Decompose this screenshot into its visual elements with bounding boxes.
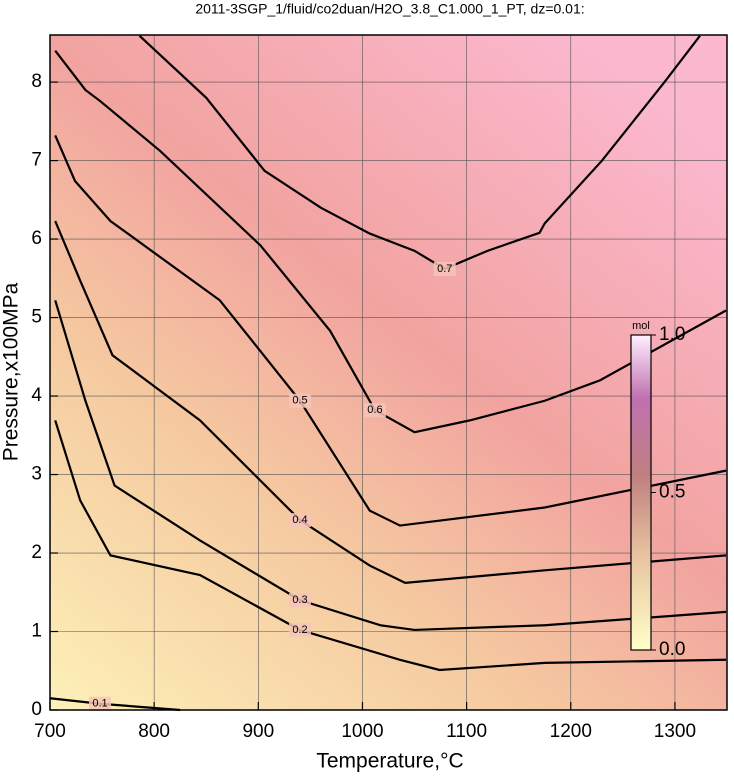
colorbar-label: mol (632, 320, 650, 332)
x-tick-label: 1200 (550, 721, 592, 742)
contour-label-bg (88, 696, 111, 711)
x-tick-label: 700 (34, 721, 66, 742)
contour-label: 0.2 (292, 624, 307, 636)
contour-label-bg (433, 261, 456, 276)
y-tick-label: 6 (31, 228, 42, 249)
contour-label: 0.7 (437, 263, 452, 275)
y-tick-label: 2 (31, 542, 42, 563)
y-tick-label: 1 (31, 621, 42, 642)
contour-label: 0.3 (292, 594, 307, 606)
colorbar (630, 334, 652, 651)
contour-label-bg (288, 393, 311, 408)
y-tick-label: 5 (31, 307, 42, 328)
x-axis-label: Temperature,°C (316, 750, 463, 773)
y-axis-label: Pressure,x100MPa (0, 282, 23, 461)
contour-label: 0.5 (292, 395, 307, 407)
y-tick-label: 3 (31, 464, 42, 485)
x-tick-label: 1000 (341, 721, 383, 742)
colorbar-tick-label: 0.5 (659, 482, 685, 503)
contour-line (54, 50, 727, 434)
plot-frame (49, 34, 728, 711)
plot-field (50, 35, 727, 710)
contour-label-bg (288, 593, 311, 608)
x-tick-label: 900 (242, 721, 274, 742)
contour-label-bg (363, 403, 386, 418)
contour-label: 0.4 (292, 514, 307, 526)
colorbar-tick-label: 1.0 (659, 324, 685, 345)
y-tick-label: 0 (31, 699, 42, 720)
y-tick-label: 7 (31, 150, 42, 171)
y-tick-label: 8 (31, 71, 42, 92)
contour-label-bg (288, 622, 311, 637)
contour-label: 0.6 (367, 404, 382, 416)
colorbar-tick-label: 0.0 (659, 639, 685, 660)
contour-label-bg (288, 513, 311, 528)
x-tick-label: 800 (138, 721, 170, 742)
y-tick-label: 4 (31, 385, 42, 406)
x-tick-label: 1300 (654, 721, 696, 742)
x-tick-label: 1100 (446, 721, 487, 742)
contour-label: 0.1 (92, 698, 107, 710)
chart-title: 2011-3SGP_1/fluid/co2duan/H2O_3.8_C1.000… (195, 1, 584, 17)
